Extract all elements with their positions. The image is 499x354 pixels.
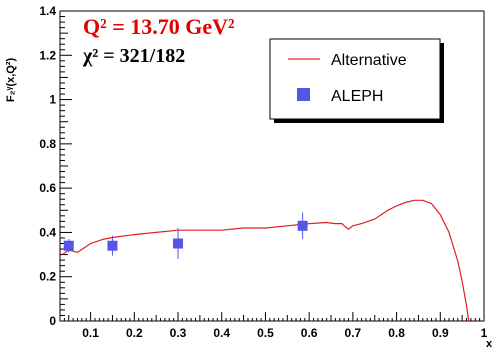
alternative-curve xyxy=(61,199,470,322)
y-tick-label: 1.4 xyxy=(39,4,56,18)
legend-label-alternative: Alternative xyxy=(331,52,407,69)
aleph-data-point xyxy=(297,220,308,231)
x-tick-label: 0.1 xyxy=(82,326,99,340)
x-tick-label: 0.4 xyxy=(213,326,230,340)
x-axis-ticks: 0.1 0.2 0.3 0.4 0.5 0.6 0.7 0.8 0.9 1 xyxy=(63,312,488,340)
y-tick-label: 0 xyxy=(49,314,56,328)
legend-square-swatch xyxy=(297,88,310,101)
aleph-data-point xyxy=(107,240,118,251)
chart-title-chi2: χ² = 321/182 xyxy=(82,45,185,67)
x-tick-label: 0.6 xyxy=(301,326,318,340)
y-axis-ticks: 0 0.2 0.4 0.6 0.8 1 1.2 1.4 xyxy=(39,4,72,328)
alternative-series xyxy=(61,199,470,322)
y-tick-label: 0.4 xyxy=(39,225,56,239)
x-tick-label: 0.7 xyxy=(345,326,362,340)
y-tick-label: 0.8 xyxy=(39,137,56,151)
aleph-data-point xyxy=(173,238,184,249)
y-tick-label: 0.2 xyxy=(39,270,56,284)
legend-label-aleph: ALEPH xyxy=(331,88,383,105)
x-tick-label: 1 xyxy=(481,326,488,340)
y-tick-label: 1.2 xyxy=(39,48,56,62)
chart-title-q2: Q² = 13.70 GeV² xyxy=(83,14,235,39)
aleph-series xyxy=(63,212,308,259)
x-tick-label: 0.3 xyxy=(170,326,187,340)
y-axis-label: F₂ᵞ(x,Q²) xyxy=(5,57,17,102)
y-tick-label: 1 xyxy=(49,93,56,107)
aleph-data-point xyxy=(63,240,74,251)
x-tick-label: 0.5 xyxy=(257,326,274,340)
x-tick-label: 0.9 xyxy=(432,326,449,340)
y-tick-label: 0.6 xyxy=(39,181,56,195)
x-tick-label: 0.2 xyxy=(126,326,143,340)
x-tick-label: 0.8 xyxy=(388,326,405,340)
legend: Alternative ALEPH xyxy=(269,38,444,123)
x-axis-label: x xyxy=(486,338,493,350)
